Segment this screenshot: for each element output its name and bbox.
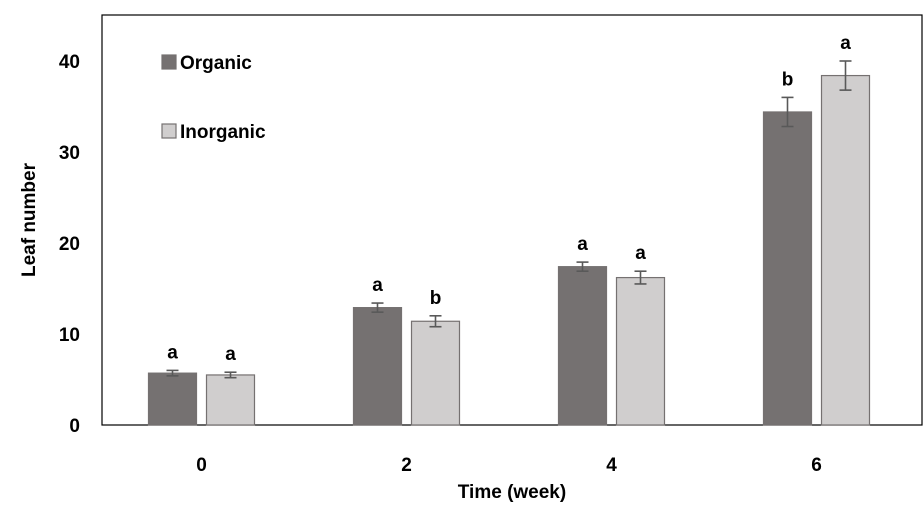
bar-inorganic [615, 276, 666, 426]
y-axis-ticks: 0 10 20 30 40 [59, 52, 80, 437]
error-bar [224, 371, 237, 379]
y-tick-label: 0 [69, 416, 80, 437]
legend: Organic Inorganic [161, 53, 266, 143]
error-bar [166, 369, 179, 377]
significance-letters: a a a b a a b a [167, 33, 851, 365]
x-axis-label: Time (week) [458, 482, 566, 503]
bar-organic [762, 111, 813, 426]
bar-organic [352, 307, 403, 426]
error-bar [576, 261, 589, 273]
y-axis-label: Leaf number [19, 162, 40, 277]
significance-letter: b [430, 288, 442, 309]
x-tick-label: 2 [401, 455, 412, 476]
significance-letter: a [167, 342, 178, 363]
x-tick-label: 4 [606, 455, 617, 476]
x-tick-label: 0 [196, 455, 207, 476]
significance-letter: a [225, 344, 236, 365]
plot-frame [101, 14, 923, 426]
y-tick-label: 40 [59, 52, 80, 73]
significance-letter: a [635, 243, 646, 264]
legend-swatch-inorganic [161, 123, 177, 139]
bar-inorganic [410, 320, 461, 426]
error-bar [781, 96, 794, 128]
legend-label-inorganic: Inorganic [180, 122, 266, 143]
y-tick-label: 10 [59, 325, 80, 346]
bar-organic [557, 266, 608, 426]
x-tick-label: 6 [811, 455, 822, 476]
error-bar [634, 270, 647, 285]
y-tick-label: 20 [59, 234, 80, 255]
x-axis-ticks: 0 2 4 6 [196, 455, 822, 476]
error-bar [839, 60, 852, 91]
significance-letter: a [372, 275, 383, 296]
bar-inorganic [820, 74, 871, 426]
error-bar [429, 314, 442, 328]
y-tick-label: 30 [59, 143, 80, 164]
error-bars [166, 60, 852, 379]
legend-label-organic: Organic [180, 53, 252, 74]
bars [147, 74, 871, 426]
significance-letter: a [840, 33, 851, 54]
bar-inorganic [205, 374, 256, 426]
significance-letter: b [782, 69, 794, 90]
significance-letter: a [577, 234, 588, 255]
error-bar [371, 302, 384, 313]
legend-swatch-organic [161, 54, 177, 70]
bar-organic [147, 372, 198, 426]
